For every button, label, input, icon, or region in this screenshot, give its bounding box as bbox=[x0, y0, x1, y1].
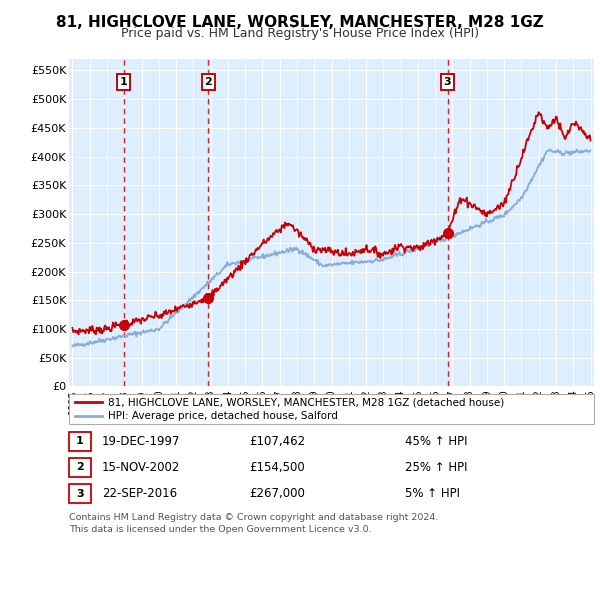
Text: 19-DEC-1997: 19-DEC-1997 bbox=[102, 435, 181, 448]
Text: £267,000: £267,000 bbox=[249, 487, 305, 500]
Text: 5% ↑ HPI: 5% ↑ HPI bbox=[405, 487, 460, 500]
Text: 1: 1 bbox=[119, 77, 127, 87]
Text: 3: 3 bbox=[444, 77, 451, 87]
Text: 2: 2 bbox=[76, 463, 83, 472]
Text: 3: 3 bbox=[76, 489, 83, 499]
Text: This data is licensed under the Open Government Licence v3.0.: This data is licensed under the Open Gov… bbox=[69, 525, 371, 534]
Text: 15-NOV-2002: 15-NOV-2002 bbox=[102, 461, 181, 474]
Text: £107,462: £107,462 bbox=[249, 435, 305, 448]
Text: Contains HM Land Registry data © Crown copyright and database right 2024.: Contains HM Land Registry data © Crown c… bbox=[69, 513, 439, 522]
Text: 2: 2 bbox=[205, 77, 212, 87]
Text: HPI: Average price, detached house, Salford: HPI: Average price, detached house, Salf… bbox=[108, 411, 338, 421]
Text: 45% ↑ HPI: 45% ↑ HPI bbox=[405, 435, 467, 448]
Text: 81, HIGHCLOVE LANE, WORSLEY, MANCHESTER, M28 1GZ: 81, HIGHCLOVE LANE, WORSLEY, MANCHESTER,… bbox=[56, 15, 544, 30]
Text: 22-SEP-2016: 22-SEP-2016 bbox=[102, 487, 177, 500]
Text: Price paid vs. HM Land Registry's House Price Index (HPI): Price paid vs. HM Land Registry's House … bbox=[121, 27, 479, 40]
Text: 25% ↑ HPI: 25% ↑ HPI bbox=[405, 461, 467, 474]
Text: £154,500: £154,500 bbox=[249, 461, 305, 474]
Text: 81, HIGHCLOVE LANE, WORSLEY, MANCHESTER, M28 1GZ (detached house): 81, HIGHCLOVE LANE, WORSLEY, MANCHESTER,… bbox=[108, 398, 504, 407]
Text: 1: 1 bbox=[76, 437, 83, 446]
